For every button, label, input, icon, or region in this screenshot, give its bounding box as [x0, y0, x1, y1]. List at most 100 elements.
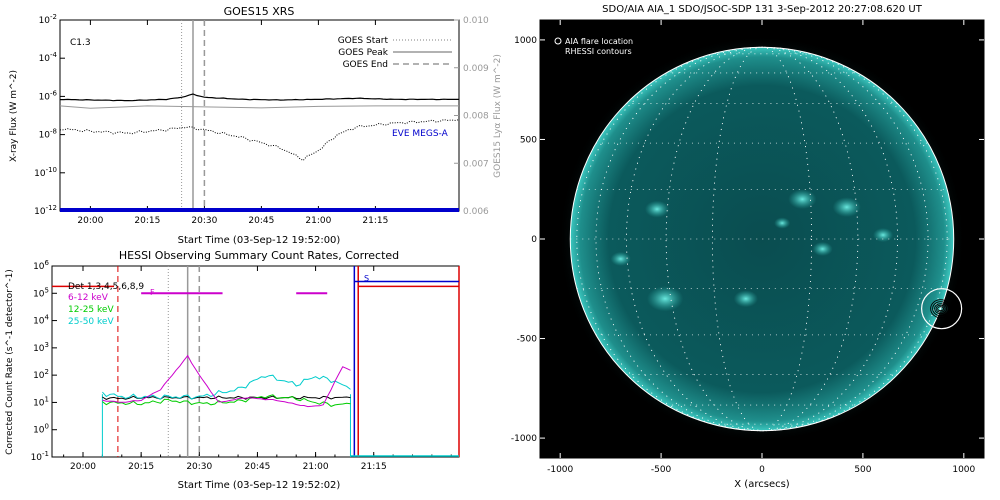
x-tick-label: 20:30 — [186, 462, 212, 472]
y-tick-label: 10-4 — [39, 51, 58, 64]
rhessi-contour — [930, 299, 952, 319]
y-tick-label: 10-2 — [39, 13, 57, 26]
eve-label: EVE MEGS-A — [392, 129, 449, 139]
legend-aia-flare: AIA flare location — [565, 37, 633, 46]
series-goes-short — [59, 118, 460, 162]
x-tick-label: 20:45 — [244, 462, 270, 472]
x-tick-label: 21:15 — [362, 216, 388, 226]
bright-region — [832, 197, 861, 218]
aia-x-tick-label: 0 — [759, 465, 765, 475]
bright-region — [812, 241, 833, 257]
bright-region — [644, 200, 670, 218]
hessi-title: HESSI Observing Summary Count Rates, Cor… — [119, 249, 399, 262]
series-25-50-kev — [102, 374, 351, 400]
series-6-12-kev — [102, 354, 351, 408]
x-tick-label: 20:30 — [191, 216, 217, 226]
y-tick-label: 10-1 — [31, 450, 49, 463]
x-tick-label: 20:00 — [70, 462, 96, 472]
x-tick-label: 20:00 — [77, 216, 103, 226]
aia-x-tick-label: -500 — [651, 465, 672, 475]
legend-25-50-kev: 25-50 keV — [68, 317, 114, 327]
bright-region — [733, 290, 758, 308]
goes-xlabel: Start Time (03-Sep-12 19:52:00) — [178, 235, 341, 246]
legend-rhessi-contours: RHESSI contours — [565, 47, 632, 56]
series-goes-long — [60, 93, 459, 102]
rhessi-contour — [932, 301, 950, 317]
legend-6-12-kev: 6-12 keV — [68, 293, 109, 303]
bright-region — [646, 286, 684, 312]
y-tick-label: 106 — [33, 259, 49, 272]
hessi-plot-frame — [51, 265, 460, 458]
bright-region — [930, 302, 949, 316]
y2-tick-label: 0.010 — [463, 16, 489, 26]
longitude-line — [626, 46, 898, 432]
goes-class-annotation: C1.3 — [70, 38, 91, 48]
bright-region — [610, 251, 631, 266]
bright-region — [774, 217, 791, 229]
y-tick-label: 100 — [33, 423, 49, 436]
series-lyman-alpha — [59, 105, 459, 109]
aia-x-tick-label: 500 — [854, 465, 871, 475]
goes-marks: 20:00 20:15 20:30 20:45 21:00 21:15 10-12 10-10… — [34, 13, 489, 226]
x-tick-label: 21:00 — [305, 216, 331, 226]
y-tick-label: 10-8 — [39, 128, 57, 141]
x-tick-label: 20:15 — [128, 462, 154, 472]
series-12-25-kev — [102, 394, 351, 407]
aia-panel: SDO/AIA AIA_1 SDO/JSOC-SDP 131 3-Sep-201… — [539, 4, 985, 490]
legend-goes-end: GOES End — [343, 60, 388, 70]
legend-goes-start: GOES Start — [338, 36, 389, 46]
longitude-line — [595, 46, 929, 432]
longitude-line — [576, 46, 948, 432]
legend-detectors: Det 1,3,4,5,6,8,9 — [68, 282, 144, 292]
hessi-xlabel: Start Time (03-Sep-12 19:52:02) — [178, 480, 341, 491]
series-det-1-3-4-5-6-8-9 — [102, 395, 351, 400]
y-tick-label: 105 — [33, 286, 49, 299]
aia-axes: -1000 -500 0 500 1000 -1000 -500 0 500 1000 — [511, 20, 984, 475]
bright-region — [873, 227, 894, 243]
goes-ylabel: X-ray Flux (W m^-2) — [9, 70, 19, 162]
rhessi-contour — [934, 303, 948, 315]
y-tick-label: 101 — [33, 395, 49, 408]
aia-x-tick-label: 1000 — [952, 465, 975, 475]
heliographic-grid — [570, 46, 954, 432]
y2-tick-label: 0.008 — [463, 112, 489, 122]
y-tick-label: 10-10 — [34, 166, 57, 179]
aia-x-tick-label: -1000 — [547, 465, 573, 475]
hessi-ylabel: Corrected Count Rate (s^-1 detector^-1) — [5, 269, 15, 455]
y2-tick-label: 0.009 — [463, 64, 489, 74]
hessi-panel: HESSI Observing Summary Count Rates, Cor… — [5, 249, 460, 491]
y-tick-label: 10-6 — [39, 89, 58, 102]
x-tick-label: 20:15 — [134, 216, 160, 226]
bright-region — [788, 189, 817, 210]
aia-legend: AIA flare location RHESSI contours — [554, 37, 633, 56]
y-tick-label: 104 — [33, 314, 49, 327]
y-tick-label: 10-12 — [34, 204, 57, 217]
goes-panel: GOES15 XRS 20:00 20:15 20:30 20:45 21:00 21:1… — [9, 5, 503, 246]
goes-title: GOES15 XRS — [224, 5, 295, 18]
x-tick-label: 21:15 — [361, 462, 387, 472]
aia-marks — [558, 35, 966, 443]
solar-disk — [570, 47, 954, 431]
aia-xlabel: X (arcsecs) — [734, 479, 790, 490]
goes-y2label: GOES15 Lyα Flux (W m^-2) — [493, 54, 503, 178]
flag-s-label: S — [364, 274, 369, 283]
x-tick-label: 20:45 — [248, 216, 274, 226]
aia-y-tick-label: 500 — [520, 135, 537, 145]
aia-y-tick-label: -500 — [517, 335, 538, 345]
goes-plot-frame — [59, 19, 460, 212]
aia-y-tick-label: -1000 — [511, 434, 537, 444]
hessi-legend: Det 1,3,4,5,6,8,9 6-12 keV 12-25 keV 25-… — [68, 282, 144, 327]
y2-tick-label: 0.006 — [463, 207, 489, 217]
hessi-marks: 20:00 20:15 20:30 20:45 21:00 21:15 10-1 100 101… — [31, 259, 460, 472]
rhessi-contour — [937, 306, 945, 312]
goes-legend: GOES Start GOES Peak GOES End — [338, 36, 452, 70]
legend-goes-peak: GOES Peak — [338, 48, 388, 58]
legend-12-25-kev: 12-25 keV — [68, 305, 114, 315]
aia-flare-marker-swatch — [554, 37, 562, 45]
aia-y-tick-label: 0 — [531, 235, 537, 245]
aia-y-tick-label: 1000 — [514, 36, 537, 46]
longitude-line — [665, 46, 859, 432]
aia-title: SDO/AIA AIA_1 SDO/JSOC-SDP 131 3-Sep-201… — [602, 4, 923, 15]
aia-flare-location-circle — [921, 288, 963, 330]
